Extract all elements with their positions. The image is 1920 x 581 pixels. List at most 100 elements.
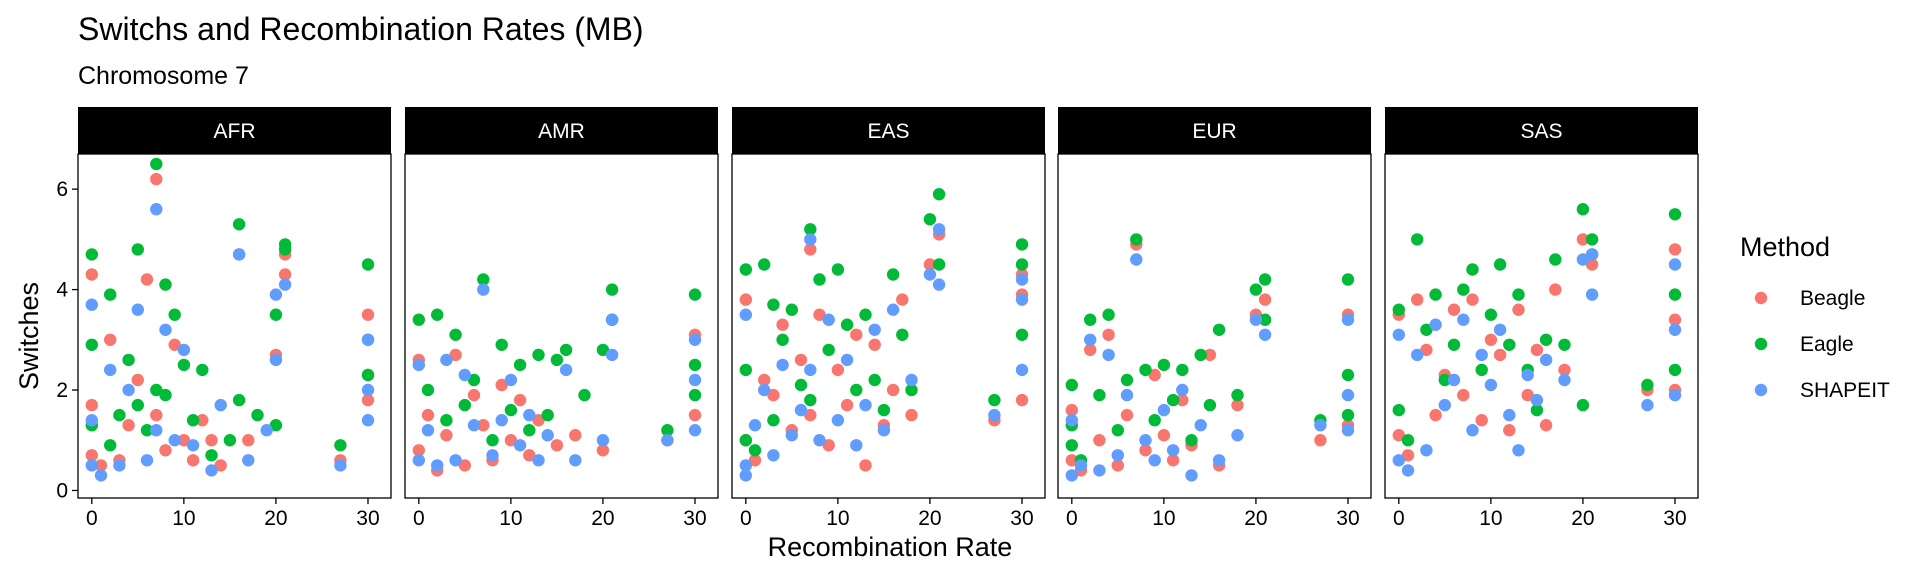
data-point <box>1475 414 1488 427</box>
x-tick-label: 20 <box>264 507 287 530</box>
data-point <box>1015 293 1029 306</box>
data-point <box>804 363 817 377</box>
data-point <box>1065 454 1079 467</box>
data-point <box>1521 388 1534 402</box>
data-point <box>504 434 518 447</box>
data-point <box>1411 293 1424 306</box>
data-point <box>1258 328 1272 341</box>
data-point <box>85 338 99 351</box>
data-point <box>1093 464 1106 477</box>
data-point <box>458 459 471 472</box>
x-tick-label: 30 <box>356 507 379 530</box>
data-point <box>1102 308 1115 321</box>
data-point <box>94 459 108 472</box>
data-point <box>1148 368 1161 382</box>
series-shapeit-eur <box>1065 253 1355 482</box>
data-point <box>541 408 554 422</box>
data-point <box>923 268 937 281</box>
data-point <box>1420 323 1433 336</box>
data-point <box>813 308 826 321</box>
data-point <box>495 338 508 351</box>
data-point <box>412 313 425 326</box>
data-point <box>412 444 425 457</box>
chart-title: Switchs and Recombination Rates (MB) <box>78 11 644 47</box>
data-point <box>1157 429 1171 442</box>
data-point <box>131 398 144 412</box>
data-point <box>104 288 117 301</box>
legend-label-shapeit: SHAPEIT <box>1800 379 1890 402</box>
x-tick-label: 0 <box>1393 507 1405 530</box>
data-point <box>1493 323 1507 336</box>
legend: Method Beagle Eagle SHAPEIT <box>1740 232 1890 402</box>
panel-border <box>731 153 1046 499</box>
data-point <box>550 439 564 452</box>
data-point <box>1111 449 1125 462</box>
data-point <box>932 223 946 236</box>
chart-subtitle: Chromosome 7 <box>78 62 249 90</box>
data-point <box>1258 313 1272 326</box>
data-point <box>486 434 499 447</box>
data-point <box>104 363 117 377</box>
data-point <box>1539 419 1553 432</box>
data-point <box>186 414 200 427</box>
data-point <box>1493 258 1507 271</box>
facet-strip-label: EAS <box>867 120 909 143</box>
data-point <box>361 333 375 346</box>
data-point <box>140 454 154 467</box>
series-shapeit-afr <box>85 203 375 482</box>
data-point <box>767 388 780 402</box>
facet-strip-label: AFR <box>214 120 256 143</box>
data-point <box>1148 414 1161 427</box>
panel-border <box>404 153 719 499</box>
data-point <box>859 398 872 412</box>
data-point <box>1258 293 1272 306</box>
data-point <box>578 388 591 402</box>
data-point <box>458 398 471 412</box>
data-point <box>905 373 918 387</box>
data-point <box>1249 313 1263 326</box>
data-point <box>1120 388 1134 402</box>
data-point <box>831 363 845 377</box>
data-point <box>1074 459 1088 472</box>
data-point <box>214 398 227 412</box>
data-point <box>196 414 209 427</box>
data-point <box>868 338 881 351</box>
data-point <box>661 434 674 447</box>
data-point <box>739 469 752 482</box>
data-point <box>1203 348 1217 362</box>
data-point <box>886 383 900 397</box>
data-point <box>1530 343 1544 357</box>
data-point <box>1212 454 1226 467</box>
data-point <box>94 469 108 482</box>
data-point <box>177 434 191 447</box>
data-point <box>988 408 1001 422</box>
data-point <box>1668 323 1682 336</box>
data-point <box>776 333 789 346</box>
data-point <box>804 243 817 256</box>
data-point <box>214 459 227 472</box>
data-point <box>767 414 780 427</box>
x-tick-label: 30 <box>1663 507 1686 530</box>
data-point <box>278 278 292 291</box>
data-point <box>785 429 798 442</box>
data-point <box>739 293 752 306</box>
data-point <box>85 248 99 261</box>
data-point <box>1411 348 1424 362</box>
data-point <box>431 308 444 321</box>
data-point <box>1015 328 1029 341</box>
data-point <box>177 343 191 357</box>
data-point <box>449 348 462 362</box>
x-tick-label: 0 <box>1066 507 1078 530</box>
data-point <box>1392 303 1406 316</box>
data-point <box>1475 348 1488 362</box>
data-point <box>850 328 863 341</box>
data-point <box>361 393 375 407</box>
data-point <box>205 449 218 462</box>
data-point <box>1015 273 1029 286</box>
data-point <box>569 429 582 442</box>
data-point <box>1411 233 1424 246</box>
data-point <box>168 434 181 447</box>
data-point <box>596 444 610 457</box>
data-point <box>1484 333 1498 346</box>
x-axis-label: Recombination Rate <box>768 532 1013 562</box>
